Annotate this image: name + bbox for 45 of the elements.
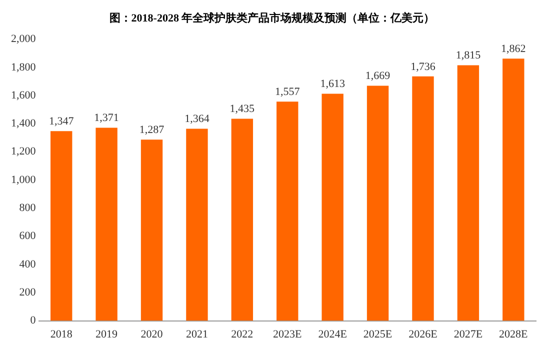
x-tick-label: 2021: [186, 328, 208, 340]
x-tick-label: 2024E: [318, 328, 348, 340]
data-label: 1,557: [275, 86, 300, 98]
y-tick-label: 800: [19, 202, 36, 214]
x-tick-label: 2020: [140, 328, 164, 340]
bar: [366, 86, 389, 321]
bar: [231, 118, 254, 321]
bar: [50, 131, 72, 321]
x-tick-label: 2027E: [454, 328, 483, 340]
data-label: 1,364: [184, 113, 210, 126]
bar: [457, 65, 480, 321]
y-tick-label: 1,600: [11, 89, 36, 102]
data-label: 1,287: [139, 124, 165, 136]
bar: [502, 58, 524, 321]
bar: [140, 140, 163, 321]
data-label: 1,736: [410, 60, 436, 73]
x-tick-label: 2026E: [408, 328, 438, 340]
data-label: 1,862: [501, 43, 526, 56]
x-tick-label: 2023E: [273, 328, 302, 340]
data-label: 1,347: [48, 116, 74, 128]
y-tick-label: 1,000: [11, 174, 36, 186]
x-tick-label: 2025E: [363, 328, 392, 340]
x-tick-label: 2028E: [499, 328, 528, 340]
y-tick-label: 400: [19, 258, 36, 270]
bar: [276, 102, 298, 321]
y-tick-label: 200: [19, 286, 36, 299]
data-label: 1,815: [456, 50, 482, 62]
y-tick-label: 0: [30, 314, 36, 327]
bar: [96, 128, 118, 321]
chart-title: 图：2018-2028 年全球护肤类产品市场规模及预测（单位：亿美元）: [109, 11, 435, 24]
data-label: 1,371: [94, 112, 119, 124]
x-tick-label: 2022: [231, 328, 254, 340]
bar: [322, 94, 344, 321]
x-tick-label: 2019: [96, 328, 118, 340]
y-tick-label: 1,200: [11, 146, 36, 158]
data-label: 1,435: [230, 103, 256, 116]
y-tick-label: 1,400: [11, 118, 36, 130]
bar: [412, 76, 434, 321]
data-label: 1,669: [365, 70, 391, 82]
y-tick-label: 600: [19, 230, 36, 242]
x-tick-label: 2018: [50, 328, 73, 340]
data-label: 1,613: [320, 78, 346, 90]
bar: [186, 128, 208, 321]
y-tick-label: 1,800: [11, 61, 36, 74]
y-tick-label: 2,000: [11, 33, 36, 46]
